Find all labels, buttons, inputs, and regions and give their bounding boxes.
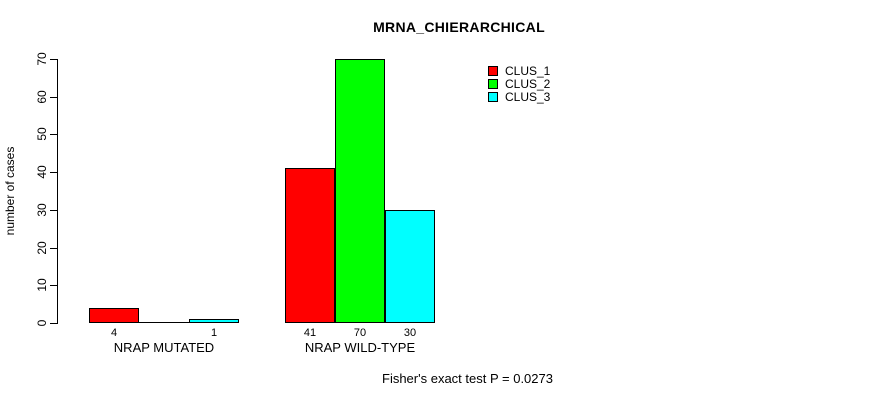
y-axis-tick — [50, 210, 57, 211]
chart-title: MRNA_CHIERARCHICAL — [373, 19, 545, 35]
bar-value-label: 1 — [210, 327, 218, 339]
bar-clus-1-group1 — [89, 308, 139, 323]
legend-item: CLUS_3 — [488, 91, 550, 103]
y-axis-tick — [50, 285, 57, 286]
y-axis-tick — [50, 248, 57, 249]
fisher-test-annotation: Fisher's exact test P = 0.0273 — [382, 371, 553, 386]
bar-value-label: 30 — [403, 327, 417, 339]
bar-value-label: 41 — [303, 327, 317, 339]
y-axis-tick — [50, 97, 57, 98]
legend-label: CLUS_1 — [505, 64, 551, 78]
legend-label: CLUS_2 — [505, 77, 551, 91]
legend-swatch-clus-3 — [488, 92, 498, 102]
y-axis-tick-label: 40 — [35, 165, 49, 179]
y-axis-tick — [50, 59, 57, 60]
y-axis-tick-label: 20 — [35, 241, 49, 255]
y-axis-line — [57, 59, 58, 324]
bar-clus-1-group2 — [285, 168, 335, 323]
y-axis-tick-label: 70 — [35, 52, 49, 66]
y-axis-tick — [50, 323, 57, 324]
bar-value-label: 4 — [110, 327, 118, 339]
x-axis-category-label: NRAP MUTATED — [113, 340, 215, 355]
y-axis-tick — [50, 172, 57, 173]
y-axis-tick — [50, 134, 57, 135]
bar-clus-3-group1 — [189, 319, 239, 323]
y-axis-tick-label: 0 — [35, 319, 49, 327]
bar-value-label: 70 — [353, 327, 367, 339]
legend-swatch-clus-1 — [488, 66, 498, 76]
x-axis-category-label: NRAP WILD-TYPE — [304, 340, 416, 355]
legend-swatch-clus-2 — [488, 79, 498, 89]
legend-label: CLUS_3 — [505, 90, 551, 104]
y-axis-label: number of cases — [3, 146, 17, 236]
y-axis-tick-label: 10 — [35, 278, 49, 292]
bar-clus-3-group2 — [385, 210, 435, 323]
legend-item: CLUS_2 — [488, 78, 550, 90]
legend-item: CLUS_1 — [488, 65, 550, 77]
bar-clus-2-group2 — [335, 59, 385, 323]
y-axis-tick-label: 50 — [35, 127, 49, 141]
y-axis-tick-label: 30 — [35, 203, 49, 217]
bar-zero-line-clus-2-group1 — [139, 322, 189, 323]
y-axis-tick-label: 60 — [35, 90, 49, 104]
